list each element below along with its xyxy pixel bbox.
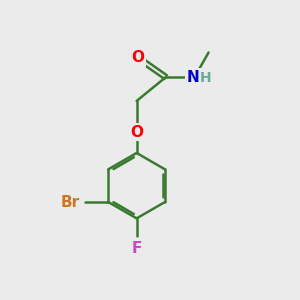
Text: N: N <box>187 70 200 85</box>
Text: Br: Br <box>61 194 80 209</box>
Text: O: O <box>132 50 145 65</box>
Text: F: F <box>131 241 142 256</box>
Text: O: O <box>130 125 143 140</box>
Text: H: H <box>200 71 212 85</box>
